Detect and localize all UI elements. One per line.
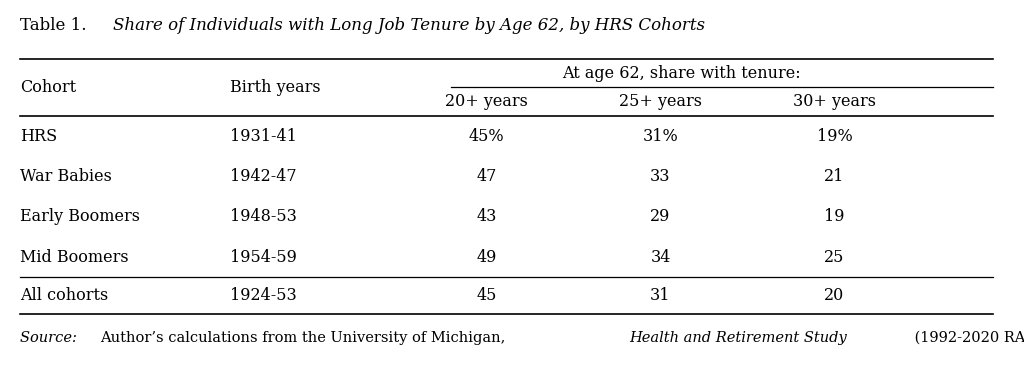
Text: 20: 20 <box>824 287 845 304</box>
Text: 1942-47: 1942-47 <box>230 168 297 185</box>
Text: 20+ years: 20+ years <box>445 93 527 110</box>
Text: 1924-53: 1924-53 <box>230 287 297 304</box>
Text: 34: 34 <box>650 249 671 266</box>
Text: 49: 49 <box>476 249 497 266</box>
Text: 30+ years: 30+ years <box>793 93 877 110</box>
Text: 25+ years: 25+ years <box>618 93 702 110</box>
Text: At age 62, share with tenure:: At age 62, share with tenure: <box>561 65 801 82</box>
Text: 1931-41: 1931-41 <box>230 128 297 144</box>
Text: 29: 29 <box>650 208 671 225</box>
Text: Health and Retirement Study: Health and Retirement Study <box>629 331 847 345</box>
Text: 43: 43 <box>476 208 497 225</box>
Text: 31%: 31% <box>643 128 678 144</box>
Text: HRS: HRS <box>20 128 57 144</box>
Text: 45%: 45% <box>469 128 504 144</box>
Text: Mid Boomers: Mid Boomers <box>20 249 129 266</box>
Text: Share of Individuals with Long Job Tenure by Age 62, by HRS Cohorts: Share of Individuals with Long Job Tenur… <box>113 17 706 34</box>
Text: Early Boomers: Early Boomers <box>20 208 140 225</box>
Text: 47: 47 <box>476 168 497 185</box>
Text: Source:: Source: <box>20 331 82 345</box>
Text: War Babies: War Babies <box>20 168 113 185</box>
Text: 19%: 19% <box>817 128 852 144</box>
Text: 21: 21 <box>824 168 845 185</box>
Text: All cohorts: All cohorts <box>20 287 109 304</box>
Text: Birth years: Birth years <box>230 79 322 96</box>
Text: Table 1.: Table 1. <box>20 17 92 34</box>
Text: 19: 19 <box>824 208 845 225</box>
Text: 1948-53: 1948-53 <box>230 208 297 225</box>
Text: 33: 33 <box>650 168 671 185</box>
Text: 31: 31 <box>650 287 671 304</box>
Text: 1954-59: 1954-59 <box>230 249 297 266</box>
Text: Cohort: Cohort <box>20 79 77 96</box>
Text: 25: 25 <box>824 249 845 266</box>
Text: (1992-2020 RAND files).: (1992-2020 RAND files). <box>910 331 1024 345</box>
Text: 45: 45 <box>476 287 497 304</box>
Text: Author’s calculations from the University of Michigan,: Author’s calculations from the Universit… <box>99 331 510 345</box>
